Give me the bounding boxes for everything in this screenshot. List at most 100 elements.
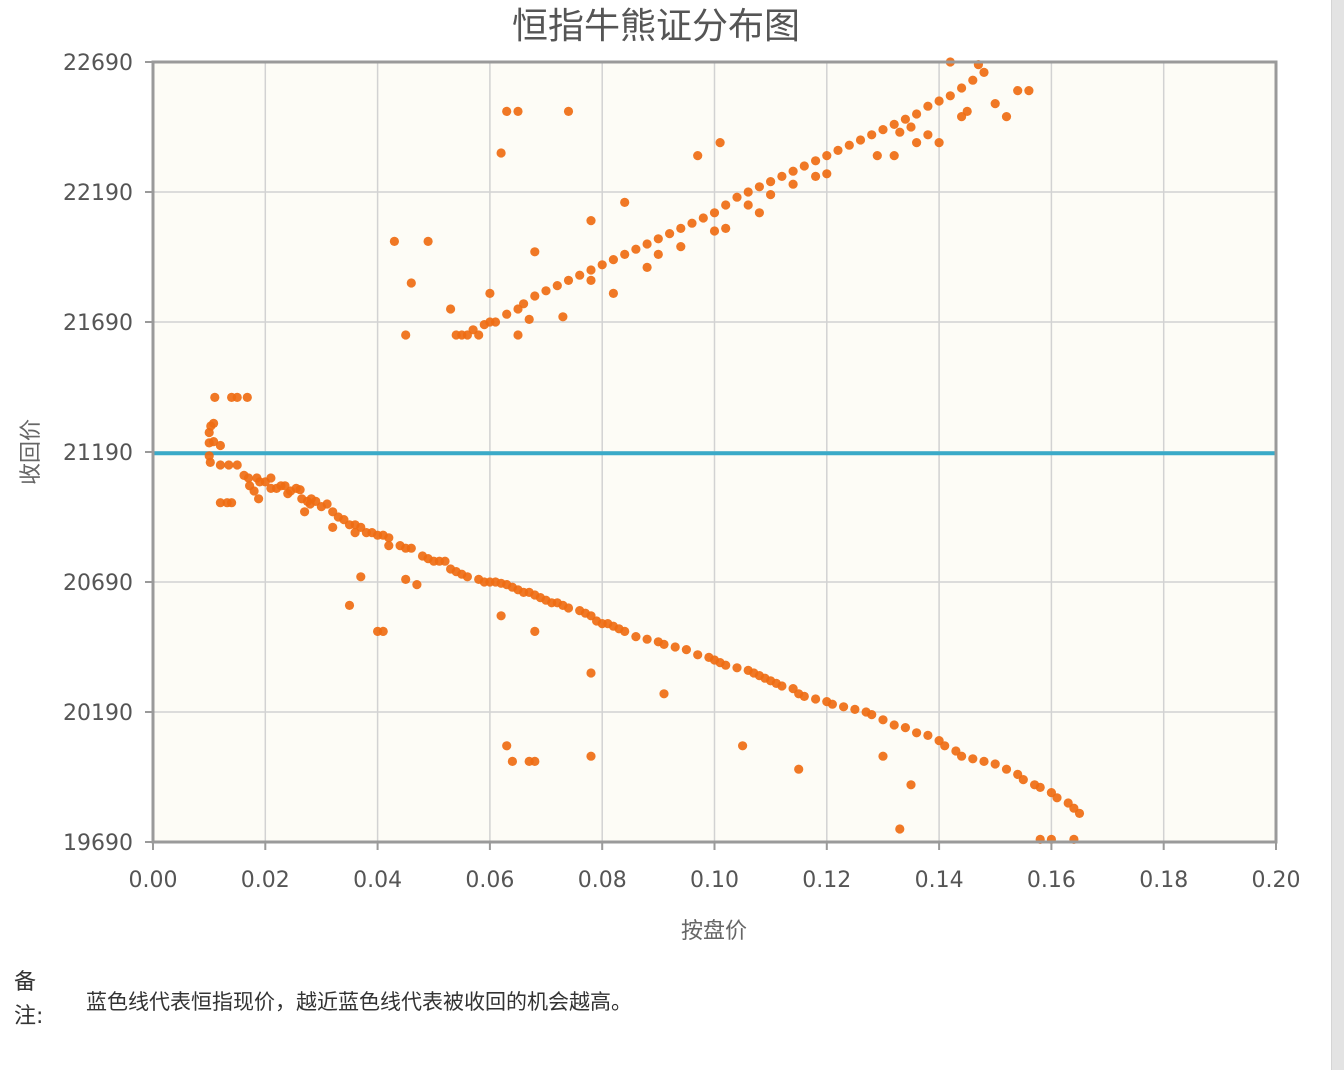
data-point	[227, 498, 237, 508]
data-point	[878, 751, 888, 761]
data-point	[895, 824, 905, 834]
data-point	[243, 473, 254, 483]
data-point	[788, 179, 798, 189]
x-tick-label: 0.16	[1027, 868, 1076, 893]
data-point	[934, 138, 944, 148]
data-point	[575, 270, 585, 280]
data-point	[608, 255, 619, 265]
y-tick-label: 21190	[63, 441, 133, 466]
data-point	[242, 392, 252, 402]
data-point	[224, 460, 234, 470]
data-point	[721, 660, 731, 670]
data-point	[530, 626, 540, 637]
data-point	[524, 314, 534, 324]
y-tick-label: 22190	[63, 181, 133, 206]
data-point	[1013, 86, 1023, 96]
data-point	[254, 494, 264, 504]
data-point	[457, 330, 467, 340]
data-point	[462, 572, 472, 582]
data-point	[659, 639, 669, 650]
data-point	[872, 151, 882, 161]
data-point	[799, 691, 809, 702]
data-point	[530, 291, 540, 301]
data-point	[384, 541, 394, 551]
data-point	[979, 756, 989, 767]
data-point	[401, 574, 411, 585]
data-point	[440, 556, 450, 566]
data-point	[855, 135, 866, 145]
data-point	[209, 418, 219, 428]
data-point	[1074, 808, 1085, 819]
data-point	[322, 499, 332, 509]
y-tick-label: 20190	[63, 701, 133, 726]
x-tick-label: 0.02	[241, 868, 290, 893]
data-point	[344, 600, 355, 611]
chart-title: 恒指牛熊证分布图	[512, 6, 800, 47]
y-tick-label: 19690	[63, 831, 133, 856]
data-point	[524, 756, 534, 767]
data-point	[608, 288, 619, 298]
y-tick-label: 21690	[63, 311, 133, 336]
data-point	[912, 728, 922, 738]
data-point	[676, 242, 686, 252]
data-point	[519, 299, 529, 309]
data-point	[215, 460, 225, 470]
data-point	[693, 151, 703, 161]
data-point	[811, 171, 821, 181]
x-tick-label: 0.08	[578, 868, 627, 893]
data-point	[811, 694, 821, 704]
data-point	[957, 112, 967, 122]
data-point	[844, 140, 854, 150]
data-point	[732, 663, 742, 673]
data-point	[541, 286, 551, 296]
window-edge	[1331, 0, 1344, 1070]
data-point	[681, 645, 692, 655]
data-point	[721, 223, 731, 233]
data-point	[799, 161, 809, 171]
data-point	[833, 145, 843, 155]
data-point	[232, 392, 242, 402]
data-point	[827, 699, 838, 709]
data-point	[676, 223, 686, 233]
data-point	[777, 171, 787, 181]
data-point	[401, 330, 411, 340]
data-point	[693, 650, 703, 660]
data-point	[715, 138, 725, 148]
data-point	[906, 780, 916, 790]
data-point	[530, 247, 540, 257]
data-point	[665, 229, 675, 239]
x-tick-label: 0.10	[690, 868, 739, 893]
data-point	[266, 473, 276, 483]
data-point	[412, 580, 422, 590]
data-point	[743, 187, 753, 197]
x-tick-label: 0.00	[129, 868, 178, 893]
y-axis-ticks: 19690 20190 20690 21190 21690 22190 22690	[63, 51, 153, 856]
data-point	[215, 440, 225, 451]
data-point	[979, 67, 989, 77]
data-point	[563, 603, 574, 613]
data-point	[586, 216, 596, 226]
data-point	[867, 710, 877, 720]
data-point	[766, 177, 776, 187]
data-point	[513, 330, 523, 340]
data-point	[822, 151, 832, 161]
data-point	[923, 730, 933, 741]
data-point	[900, 723, 911, 733]
data-point	[205, 457, 215, 467]
data-point	[889, 119, 899, 129]
y-axis-title: 收回价	[19, 419, 44, 485]
data-point	[721, 200, 731, 210]
data-point	[738, 741, 748, 751]
data-point	[794, 764, 804, 774]
data-point	[209, 437, 219, 447]
data-point	[620, 626, 630, 637]
data-point	[923, 101, 933, 111]
y-tick-label: 20690	[63, 571, 133, 596]
data-point	[788, 166, 798, 176]
data-point	[895, 127, 905, 137]
data-point	[687, 218, 697, 228]
x-tick-label: 0.14	[915, 868, 964, 893]
data-point	[990, 759, 1000, 769]
data-point	[485, 288, 495, 298]
data-point	[889, 720, 899, 730]
